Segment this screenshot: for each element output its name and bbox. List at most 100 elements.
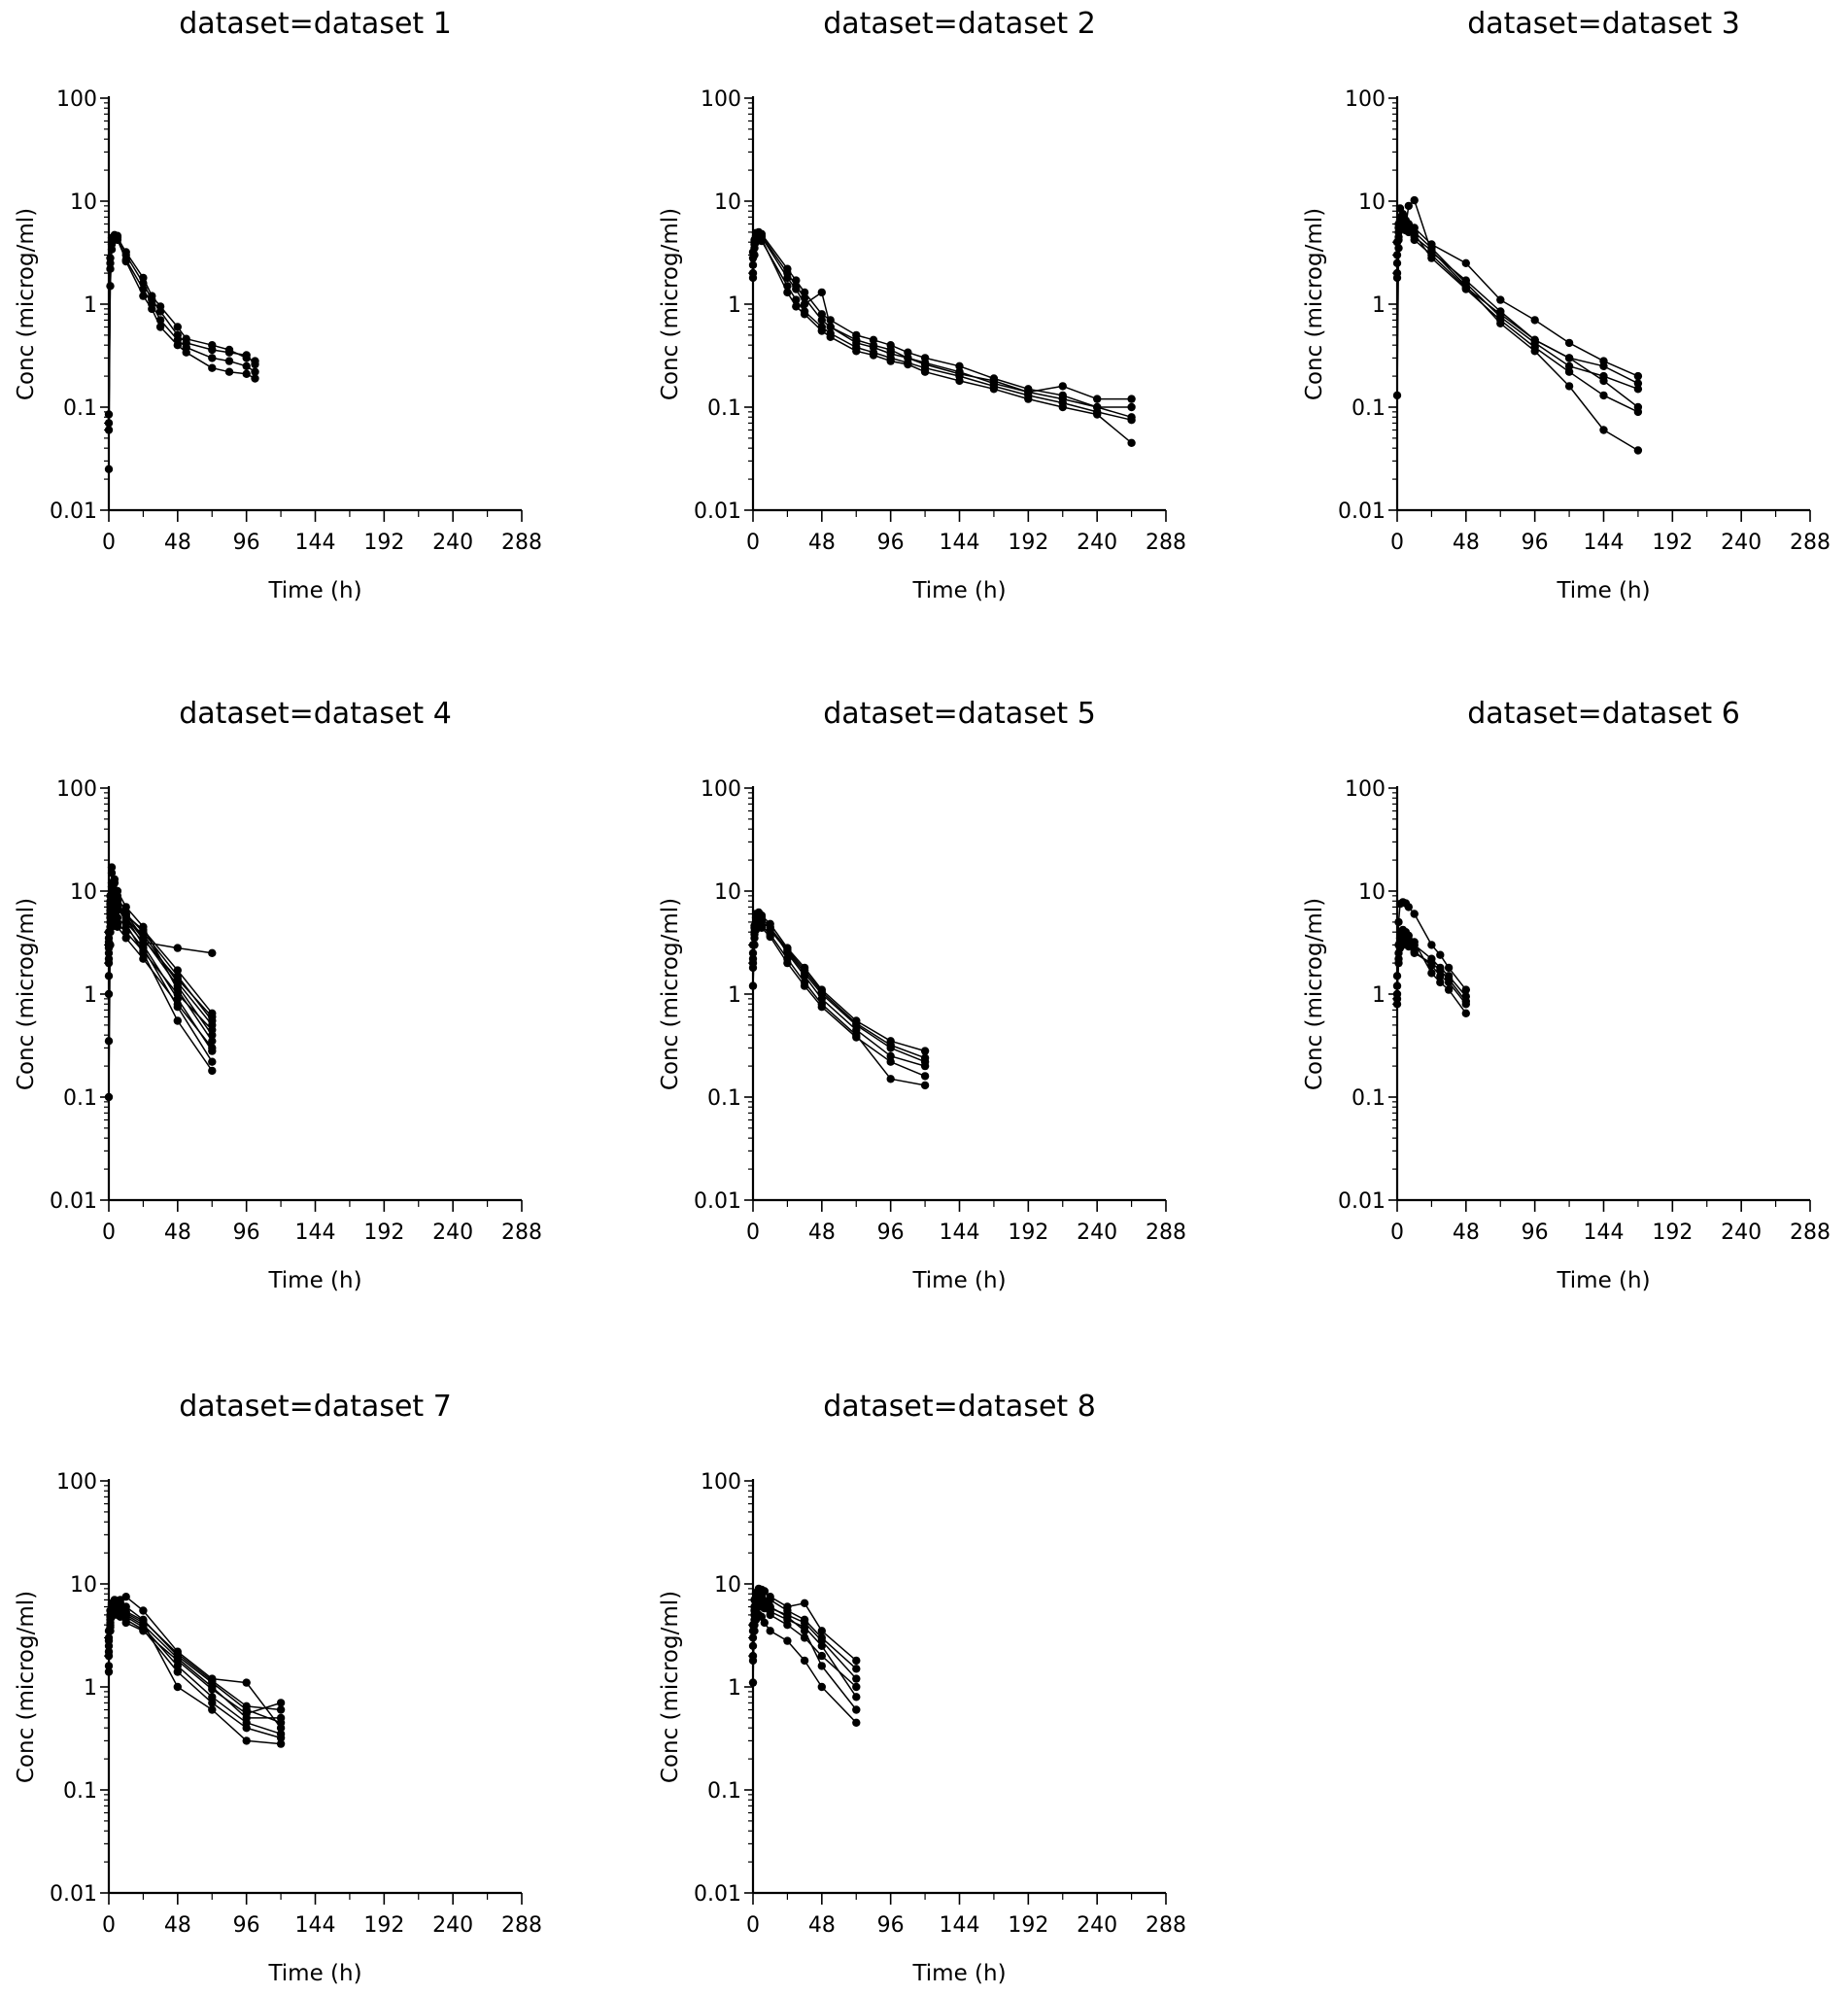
x-tick-label: 240 — [1721, 1220, 1762, 1245]
data-point — [242, 369, 251, 378]
x-tick-label: 48 — [164, 1220, 191, 1245]
data-point — [139, 935, 148, 944]
x-axis-title: Time (h) — [911, 1961, 1006, 1986]
data-point — [139, 292, 148, 300]
data-point — [886, 1075, 895, 1083]
data-point — [748, 981, 758, 990]
data-point — [107, 863, 117, 872]
x-tick-label: 288 — [1146, 1913, 1186, 1938]
data-point — [1461, 985, 1471, 994]
data-point — [1127, 402, 1136, 412]
data-point — [748, 963, 758, 973]
x-tick-label: 144 — [1584, 531, 1625, 555]
data-point — [121, 1593, 130, 1601]
data-point — [760, 1618, 769, 1628]
data-point — [904, 354, 912, 362]
y-tick-label: 0.1 — [63, 396, 97, 421]
data-point — [748, 954, 758, 963]
data-point — [1127, 438, 1136, 447]
data-point — [800, 966, 809, 975]
y-tick-label: 1 — [728, 1676, 741, 1701]
data-point — [852, 347, 861, 356]
data-point — [242, 1724, 251, 1733]
y-tick-label: 1 — [84, 1676, 97, 1701]
y-axis-title: Conc (microg/ml) — [14, 1591, 39, 1783]
x-tick-label: 0 — [746, 531, 760, 555]
y-tick-label: 0.1 — [707, 396, 741, 421]
data-point — [852, 1705, 861, 1714]
x-tick-label: 96 — [877, 531, 905, 555]
y-tick-label: 0.1 — [1352, 1086, 1386, 1111]
data-point — [106, 900, 115, 909]
data-point — [173, 1649, 182, 1659]
data-point — [1436, 978, 1445, 987]
x-axis-title: Time (h) — [267, 1961, 361, 1986]
data-point — [817, 994, 826, 1004]
x-tick-label: 240 — [1077, 531, 1117, 555]
x-tick-label: 288 — [1146, 531, 1186, 555]
data-point — [1461, 997, 1471, 1006]
panel-title: dataset=dataset 8 — [823, 1390, 1096, 1424]
data-point — [783, 1636, 792, 1645]
series-5 — [1392, 935, 1471, 1006]
x-tick-label: 0 — [102, 1913, 116, 1938]
data-point — [1427, 969, 1436, 978]
data-point — [104, 938, 114, 946]
data-point — [208, 1676, 217, 1685]
series-3 — [748, 233, 1136, 425]
data-point — [1093, 395, 1102, 403]
data-point — [208, 1066, 217, 1076]
data-point — [1392, 268, 1402, 278]
data-point — [121, 934, 130, 943]
data-point — [104, 1662, 114, 1670]
x-tick-label: 96 — [233, 1220, 260, 1245]
series-2 — [748, 908, 930, 1055]
data-point — [826, 332, 835, 341]
data-point — [1633, 446, 1643, 455]
y-tick-label: 0.01 — [694, 1882, 741, 1907]
data-point — [920, 1053, 930, 1062]
data-point — [1530, 347, 1539, 356]
y-tick-label: 0.01 — [50, 499, 97, 524]
y-tick-label: 100 — [56, 87, 97, 112]
x-tick-label: 288 — [501, 531, 542, 555]
data-point — [800, 299, 809, 309]
data-point — [242, 1736, 251, 1745]
series-7 — [748, 1588, 861, 1714]
data-point — [1410, 235, 1419, 245]
data-point — [783, 1602, 792, 1611]
data-point — [121, 919, 130, 928]
y-tick-label: 100 — [701, 87, 741, 112]
data-point — [104, 1647, 114, 1656]
x-tick-label: 48 — [808, 1220, 836, 1245]
chart-panel-8: dataset=dataset 8 0.01 0.1 1 10 100 0 48 96 144 19… — [658, 1390, 1186, 1986]
data-point — [800, 1599, 809, 1608]
data-point — [748, 1633, 758, 1642]
data-point — [852, 1665, 861, 1673]
panel-title: dataset=dataset 7 — [179, 1390, 452, 1424]
data-point — [173, 323, 182, 331]
data-point — [757, 231, 767, 240]
data-point — [139, 925, 148, 935]
data-point — [792, 282, 801, 291]
data-point — [748, 273, 758, 283]
data-point — [1404, 201, 1414, 211]
chart-panel-3: dataset=dataset 3 0.01 0.1 1 10 100 0 48 96 144 19… — [1302, 7, 1831, 603]
data-point — [208, 1025, 217, 1035]
data-point — [920, 1081, 930, 1090]
data-point — [208, 341, 217, 350]
data-point — [750, 251, 759, 259]
y-axis-title: Conc (microg/ml) — [1302, 898, 1327, 1090]
data-point — [1392, 972, 1402, 980]
data-point — [121, 903, 130, 911]
data-point — [1633, 402, 1643, 412]
data-point — [208, 948, 217, 957]
data-point — [113, 232, 122, 241]
data-point — [104, 1037, 114, 1046]
data-point — [989, 376, 999, 386]
data-point — [1392, 238, 1402, 247]
data-point — [766, 923, 774, 932]
data-point — [817, 288, 826, 297]
x-tick-label: 144 — [940, 1913, 980, 1938]
data-point — [104, 1636, 114, 1645]
